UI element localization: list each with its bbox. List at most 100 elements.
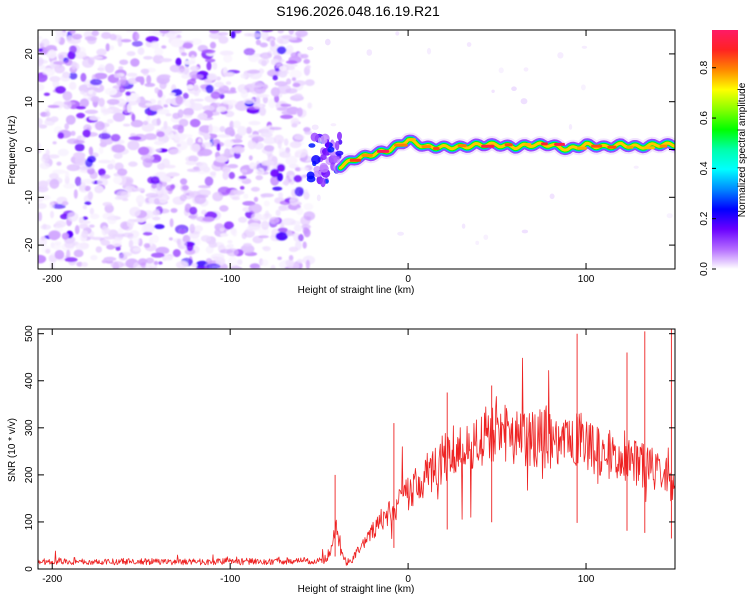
noise-blob [191,143,201,153]
noise-blob [259,106,267,116]
noise-blob [201,209,207,215]
noise-blob [303,127,311,133]
noise-blob [198,112,208,120]
noise-blob [144,133,157,141]
noise-blob [104,87,118,96]
noise-blob [38,197,43,203]
noise-blob [213,139,220,144]
noise-blob [270,264,276,269]
noise-blob [255,160,261,168]
noise-blob [142,231,153,236]
snr-ytick-label: 400 [24,372,35,389]
noise-blob [135,76,145,83]
noise-blob [304,131,313,135]
noise-blob [277,256,282,260]
noise-blob [285,155,298,166]
noise-blob [112,234,124,241]
spectrogram-ytick-label: -10 [24,190,35,205]
noise-blob [125,30,135,33]
noise-blob [64,59,73,66]
noise-blob [219,126,226,133]
noise-blob [41,155,49,163]
noise-blob [183,241,188,251]
noise-blob [127,77,138,85]
noise-blob [38,117,43,126]
noise-blob [299,167,310,171]
noise-blob [144,82,156,87]
noise-blob [154,224,165,230]
noise-blob [270,40,276,47]
noise-blob [278,70,288,78]
noise-blob [198,185,211,189]
noise-blob [248,120,261,126]
noise-blob [110,109,124,113]
noise-blob [251,81,265,88]
noise-blob [97,177,108,187]
noise-blob [74,176,82,187]
transition-blob [335,150,344,156]
noise-blob [296,258,304,264]
faint-blob [397,231,404,236]
transition-blob [320,154,327,161]
faint-blob [633,165,639,169]
noise-blob [249,142,258,148]
noise-blob [63,101,76,106]
noise-blob [95,246,103,253]
noise-blob [142,120,149,125]
noise-blob [156,117,161,126]
noise-blob [170,208,178,213]
noise-blob [84,201,92,206]
noise-blob [193,92,200,97]
noise-blob [131,40,143,47]
noise-blob [209,41,217,49]
noise-blob [293,224,303,232]
noise-blob [66,249,71,260]
noise-blob [69,30,76,35]
noise-blob [210,91,221,100]
spectrogram-ytick-label: 10 [24,96,35,108]
noise-blob [261,128,272,134]
noise-blob [110,261,124,269]
noise-blob [98,146,104,155]
faint-blob [520,98,528,105]
noise-blob [151,183,157,189]
noise-blob [38,48,43,52]
noise-blob [274,81,288,87]
spectrogram-xtick-label: -200 [42,274,62,285]
noise-blob [110,134,121,142]
noise-blob [156,131,165,138]
noise-blob [128,239,134,249]
noise-blob [259,52,272,59]
spectrogram-ytick-label: -20 [24,237,35,252]
noise-blob [123,123,131,127]
snr-ytick-label: 500 [24,325,35,342]
noise-blob [145,102,154,107]
noise-blob [288,255,294,261]
noise-blob [82,204,88,210]
noise-blob [135,194,145,205]
noise-blob [269,216,280,224]
noise-blob [186,137,194,146]
colorbar-tick-label: 0.0 [699,262,710,276]
noise-blob [69,45,77,54]
noise-blob [239,186,245,190]
noise-blob [169,148,182,155]
noise-blob [143,243,151,249]
noise-blob [120,39,132,43]
noise-blob [96,48,107,56]
noise-blob [141,123,155,132]
noise-blob [275,67,280,72]
snr-ytick-label: 300 [24,419,35,436]
noise-blob [125,91,131,96]
noise-blob [275,209,281,216]
noise-blob [89,207,95,215]
noise-blob [247,106,261,110]
noise-blob [305,259,310,269]
noise-blob [276,164,286,172]
noise-blob [117,168,128,176]
snr-ytick-label: 0 [24,566,35,572]
noise-blob [102,202,113,207]
noise-blob [285,88,298,94]
noise-blob [45,117,52,122]
